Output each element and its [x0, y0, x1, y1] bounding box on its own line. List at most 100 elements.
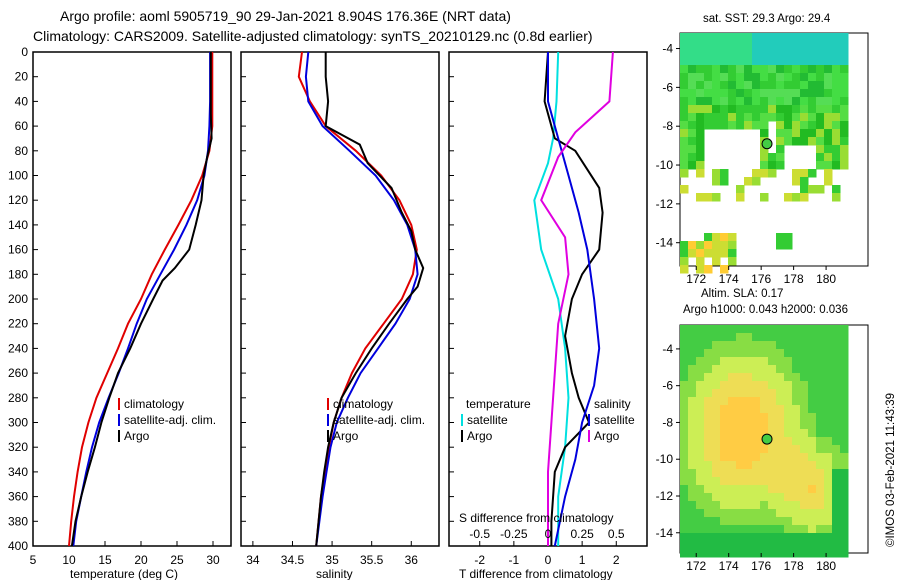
map-cell	[712, 105, 721, 114]
map-cell	[800, 445, 809, 454]
map-cell	[728, 397, 737, 406]
map-cell	[728, 341, 737, 350]
map-cell	[704, 325, 713, 334]
sla-map-x-ticks: 172 174 176 178 180	[686, 553, 836, 573]
map-cell	[840, 57, 849, 66]
map-cell	[720, 113, 729, 122]
map-cell	[728, 233, 737, 242]
map-cell	[832, 477, 841, 486]
map-cell	[784, 233, 793, 242]
map-cell	[704, 421, 713, 430]
map-cell	[688, 501, 697, 510]
map-cell	[840, 381, 849, 390]
depth-tick-label: 120	[8, 193, 28, 207]
map-cell	[784, 373, 793, 382]
map-cell	[704, 397, 713, 406]
map-cell	[808, 333, 817, 342]
map-cell	[752, 381, 761, 390]
x-tick-label: 30	[206, 553, 220, 567]
map-cell	[680, 33, 689, 42]
map-cell	[800, 137, 809, 146]
map-cell	[704, 365, 713, 374]
map-cell	[680, 381, 689, 390]
map-cell	[808, 49, 817, 58]
map-cell	[728, 445, 737, 454]
map-cell	[696, 161, 705, 170]
map-cell	[800, 73, 809, 82]
map-cell	[768, 357, 777, 366]
map-cell	[680, 241, 689, 250]
map-cell	[760, 453, 769, 462]
x-tick-label: 36	[405, 553, 419, 567]
legend-s-satellite: satellite	[594, 413, 635, 427]
map-cell	[704, 241, 713, 250]
map-cell	[688, 413, 697, 422]
map-cell	[776, 153, 785, 162]
map-cell	[824, 397, 833, 406]
map-cell	[728, 257, 737, 266]
map-cell	[800, 469, 809, 478]
map-cell	[800, 437, 809, 446]
map-cell	[776, 485, 785, 494]
map-cell	[720, 57, 729, 66]
depth-tick-label: 220	[8, 317, 28, 331]
map-cell	[832, 517, 841, 526]
map-cell	[840, 161, 849, 170]
map-cell	[752, 65, 761, 74]
map-cell	[776, 33, 785, 42]
map-cell	[696, 169, 705, 178]
map-cell	[760, 421, 769, 430]
map-cell	[808, 437, 817, 446]
map-cell	[720, 73, 729, 82]
map-cell	[792, 105, 801, 114]
map-cell	[760, 121, 769, 130]
map-cell	[784, 105, 793, 114]
map-cell	[752, 469, 761, 478]
map-cell	[688, 461, 697, 470]
map-cell	[808, 469, 817, 478]
map-cell	[776, 493, 785, 502]
map-cell	[712, 397, 721, 406]
map-y-tick-label: -12	[656, 489, 674, 503]
map-cell	[776, 429, 785, 438]
map-cell	[688, 333, 697, 342]
map-y-tick-label: -8	[662, 119, 673, 133]
map-cell	[696, 73, 705, 82]
legend-s-argo: Argo	[594, 429, 620, 443]
map-cell	[840, 485, 849, 494]
map-cell	[752, 485, 761, 494]
map-cell	[712, 89, 721, 98]
map-cell	[792, 453, 801, 462]
map-cell	[752, 89, 761, 98]
map-cell	[696, 49, 705, 58]
map-cell	[824, 73, 833, 82]
map-cell	[800, 105, 809, 114]
map-cell	[680, 257, 689, 266]
map-cell	[704, 65, 713, 74]
map-cell	[744, 517, 753, 526]
map-cell	[768, 437, 777, 446]
depth-tick-label: 140	[8, 218, 28, 232]
map-cell	[736, 97, 745, 106]
map-cell	[696, 89, 705, 98]
map-cell	[720, 241, 729, 250]
map-cell	[760, 413, 769, 422]
map-cell	[776, 113, 785, 122]
map-cell	[808, 445, 817, 454]
map-cell	[808, 517, 817, 526]
map-cell	[768, 509, 777, 518]
map-cell	[792, 421, 801, 430]
map-cell	[736, 477, 745, 486]
map-cell	[792, 549, 801, 558]
map-cell	[704, 41, 713, 50]
map-cell	[696, 257, 705, 266]
map-cell	[704, 121, 713, 130]
map-cell	[816, 113, 825, 122]
map-cell	[832, 421, 841, 430]
map-cell	[760, 193, 769, 202]
map-cell	[728, 413, 737, 422]
map-cell	[752, 517, 761, 526]
map-cell	[832, 81, 841, 90]
temperature-x-ticks: 5 10 15 20 25 30	[30, 541, 220, 567]
map-cell	[720, 485, 729, 494]
